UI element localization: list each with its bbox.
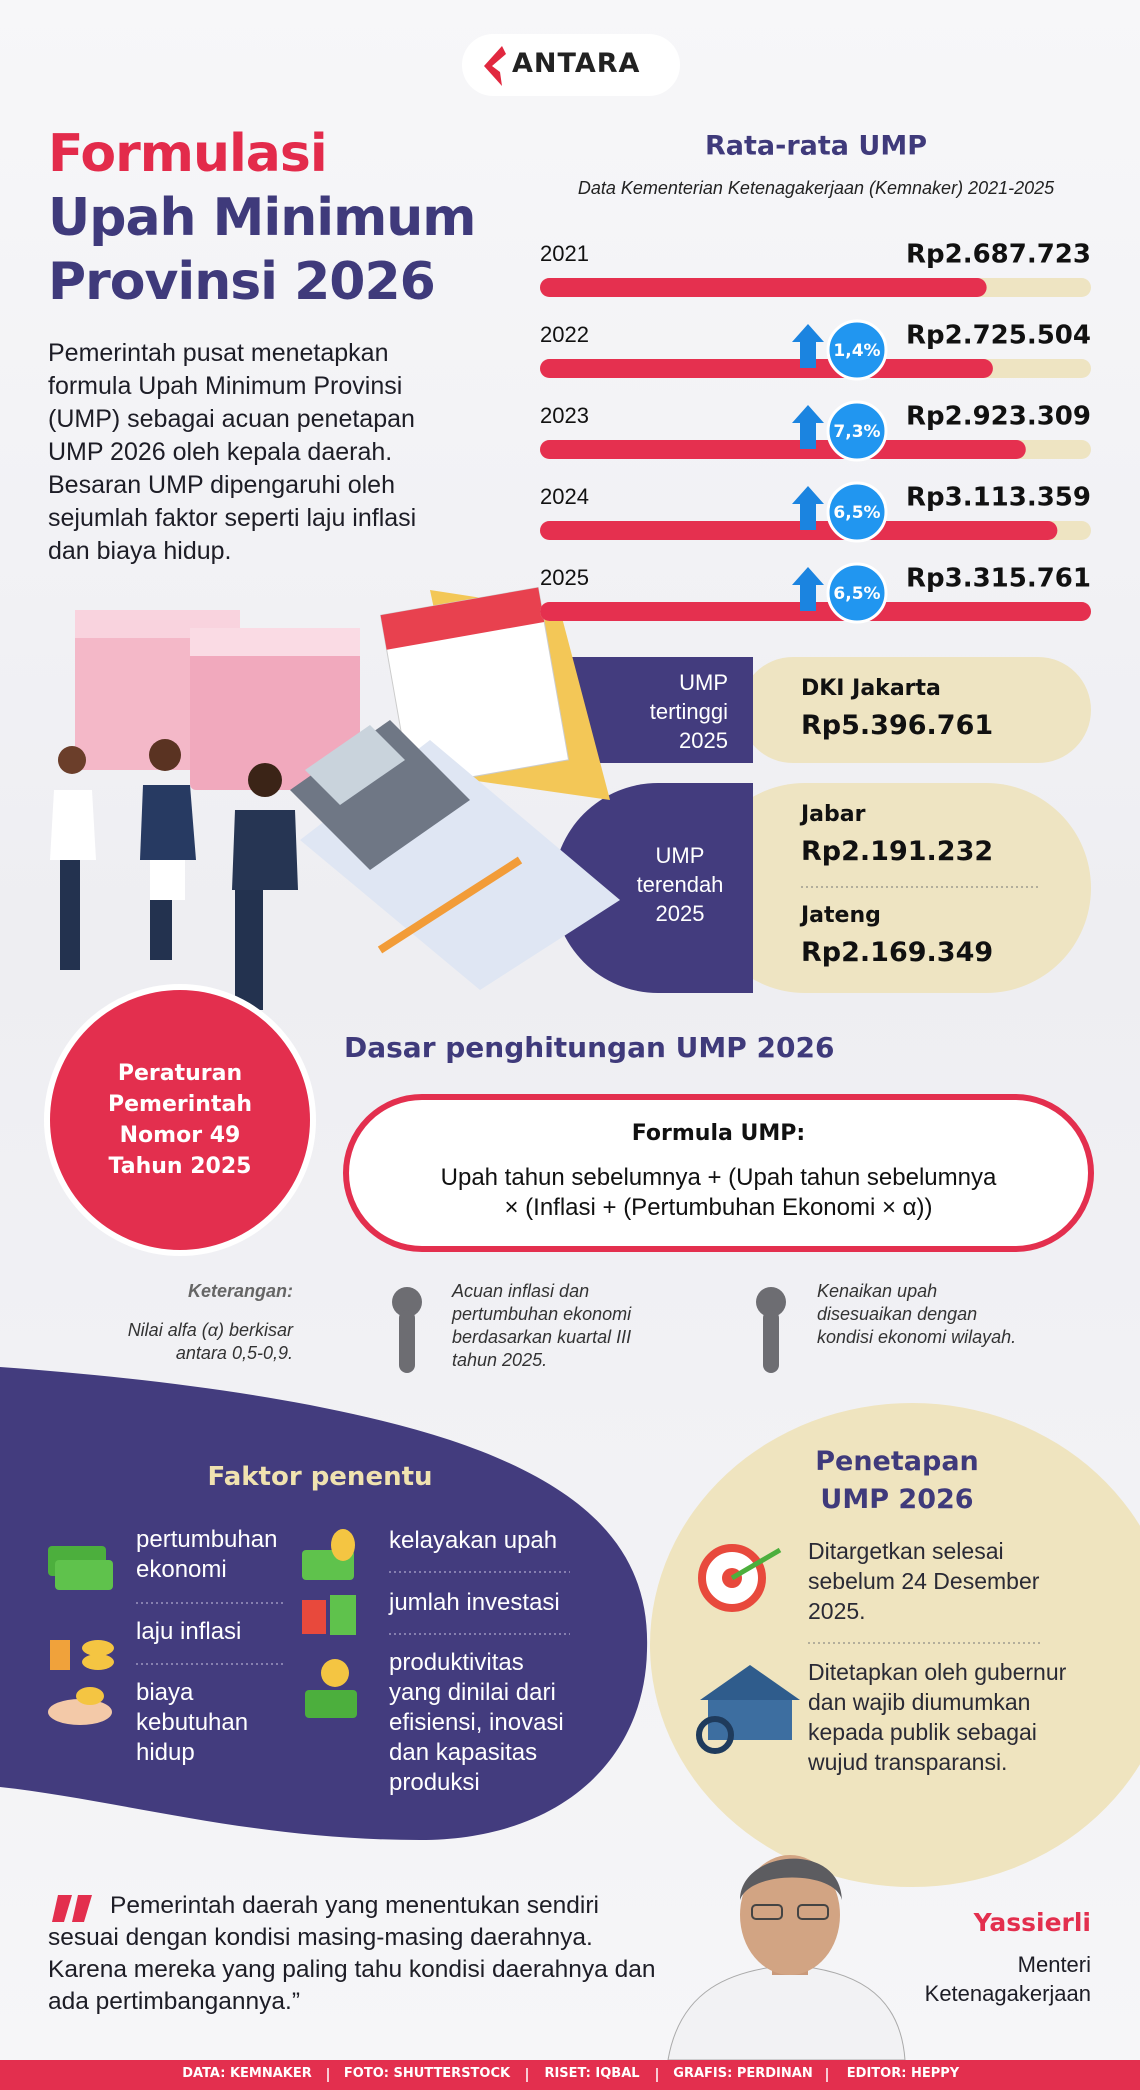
quote-mark bbox=[52, 1895, 92, 1922]
region: DKI Jakarta bbox=[801, 676, 941, 701]
determination-panel bbox=[650, 1403, 1140, 1887]
growth-badge bbox=[826, 481, 888, 543]
value-label: Rp2.687.723 bbox=[906, 240, 1091, 270]
factor-dividers bbox=[136, 1571, 570, 1665]
note: Nilai alfa (α) berkisar antara 0,5-0,9. bbox=[127, 1320, 293, 1363]
credit: RISET: IQBAL bbox=[544, 2066, 640, 2081]
category-label: 2024 bbox=[540, 484, 589, 509]
note: Acuan inflasi dan pertumbuhan ekonomi be… bbox=[452, 1281, 632, 1370]
speaker-role: Menteri Ketenagakerjaan bbox=[924, 1952, 1091, 2006]
growth-label: 1,4% bbox=[833, 341, 880, 361]
region-value: Rp5.396.761 bbox=[801, 710, 994, 741]
credit: DATA: KEMNAKER bbox=[182, 2066, 312, 2081]
category-label: 2021 bbox=[540, 241, 589, 266]
formula-box bbox=[343, 1094, 1094, 1252]
bar bbox=[540, 278, 987, 297]
credit: FOTO: SHUTTERSTOCK bbox=[343, 2066, 511, 2081]
lowest-left bbox=[553, 783, 753, 993]
lowest-bg bbox=[700, 783, 1091, 993]
growth-arrow bbox=[792, 486, 824, 530]
quote: Pemerintah daerah yang menentukan sendir… bbox=[48, 1892, 656, 2015]
notes-heading: Keterangan: bbox=[187, 1281, 293, 1301]
pin-icons bbox=[392, 1287, 786, 1373]
intro: Pemerintah pusat menetapkan formula Upah… bbox=[48, 339, 417, 565]
footer-separators bbox=[327, 2068, 828, 2082]
chart-title: Rata-rata UMP bbox=[705, 131, 927, 162]
logo-mark bbox=[484, 46, 506, 86]
lowest-label: UMP terendah 2025 bbox=[636, 843, 724, 926]
growth-arrow bbox=[792, 324, 824, 368]
formula-heading: Dasar penghitungan UMP 2026 bbox=[344, 1031, 835, 1064]
bar bbox=[540, 440, 1026, 459]
growth-label: 6,5% bbox=[833, 584, 880, 604]
bar bbox=[540, 359, 993, 378]
factor: jumlah investasi bbox=[389, 1589, 560, 1616]
region: Jabar bbox=[801, 802, 866, 827]
factor: produktivitas yang dinilai dari efisiens… bbox=[389, 1649, 564, 1796]
credit: GRAFIS: PERDINAN bbox=[673, 2066, 813, 2081]
footer-bar bbox=[0, 2060, 1140, 2090]
illustration bbox=[50, 586, 620, 1010]
title-line: Provinsi 2026 bbox=[48, 252, 436, 312]
bar bbox=[540, 602, 1091, 621]
growth-label: 6,5% bbox=[833, 503, 880, 523]
factor: biaya kebutuhan hidup bbox=[136, 1679, 249, 1766]
title-line: Upah Minimum bbox=[48, 188, 476, 248]
chart-subtitle: Data Kementerian Ketenagakerjaan (Kemnak… bbox=[578, 178, 1055, 198]
title-line: Formulasi bbox=[48, 124, 328, 184]
growth-badge bbox=[826, 319, 888, 381]
logo-text: ANTARA bbox=[512, 48, 641, 79]
growth-arrow bbox=[792, 405, 824, 449]
note: Kenaikan upah disesuaikan dengan kondisi… bbox=[817, 1281, 1017, 1347]
formula-line: × (Inflasi + (Pertumbuhan Ekonomi × α)) bbox=[504, 1194, 933, 1221]
formula-line: Upah tahun sebelumnya + (Upah tahun sebe… bbox=[440, 1164, 997, 1191]
determination-item: Ditetapkan oleh gubernur dan wajib diumu… bbox=[808, 1659, 1067, 1775]
category-label: 2022 bbox=[540, 322, 589, 347]
category-label: 2025 bbox=[540, 565, 589, 590]
factor: kelayakan upah bbox=[389, 1527, 558, 1554]
credit: EDITOR: HEPPY bbox=[846, 2066, 960, 2081]
growth-arrow bbox=[792, 567, 824, 611]
regulation-circle bbox=[44, 984, 316, 1256]
category-label: 2023 bbox=[540, 403, 589, 428]
growth-label: 7,3% bbox=[833, 422, 880, 442]
highest-bg bbox=[740, 657, 1091, 763]
determination-heading: Penetapan UMP 2026 bbox=[815, 1446, 979, 1515]
highest-label: UMP tertinggi 2025 bbox=[649, 670, 728, 753]
region-value: Rp2.169.349 bbox=[801, 937, 994, 968]
logo-pill bbox=[462, 34, 680, 96]
factors-heading: Faktor penentu bbox=[207, 1462, 433, 1492]
portrait bbox=[667, 1855, 906, 2061]
factor: laju inflasi bbox=[136, 1618, 242, 1645]
ump-chart: Rata-rata UMP Data Kementerian Ketenagake… bbox=[540, 131, 1091, 624]
determination-item: Ditargetkan selesai sebelum 24 Desember … bbox=[808, 1538, 1040, 1624]
regulation: Peraturan Pemerintah Nomor 49 Tahun 2025 bbox=[108, 1061, 252, 1179]
region-value: Rp2.191.232 bbox=[801, 836, 994, 867]
value-label: Rp2.725.504 bbox=[906, 321, 1091, 351]
bar bbox=[540, 521, 1058, 540]
value-label: Rp3.315.761 bbox=[906, 564, 1091, 594]
value-label: Rp2.923.309 bbox=[906, 402, 1091, 432]
growth-badge bbox=[826, 562, 888, 624]
value-label: Rp3.113.359 bbox=[906, 483, 1091, 513]
speaker-name: Yassierli bbox=[973, 1908, 1091, 1937]
formula-title: Formula UMP: bbox=[631, 1121, 806, 1146]
growth-badge bbox=[826, 400, 888, 462]
determination-icons bbox=[696, 1544, 800, 1754]
region: Jateng bbox=[801, 903, 881, 928]
factor-icons bbox=[48, 1529, 357, 1725]
factor: pertumbuhan ekonomi bbox=[136, 1526, 278, 1583]
